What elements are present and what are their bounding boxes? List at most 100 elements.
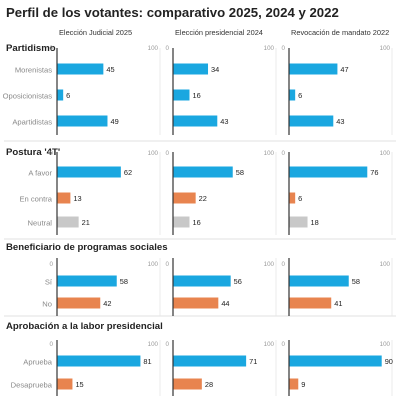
category-label: En contra xyxy=(19,195,52,204)
data-label: 18 xyxy=(311,218,319,227)
bar xyxy=(173,355,247,367)
tick-label: 100 xyxy=(380,150,391,157)
section-title: Beneficiario de programas sociales xyxy=(6,242,168,253)
category-label: Desaprueba xyxy=(11,381,53,390)
data-label: 13 xyxy=(73,194,81,203)
data-label: 28 xyxy=(205,380,213,389)
tick-label: 0 xyxy=(50,45,54,52)
data-label: 9 xyxy=(301,380,305,389)
bar xyxy=(289,216,308,228)
bar xyxy=(173,166,233,178)
bar xyxy=(173,275,231,287)
data-label: 58 xyxy=(352,277,360,286)
tick-label: 0 xyxy=(50,150,54,157)
category-label: Oposicionistas xyxy=(3,92,53,101)
tick-label: 100 xyxy=(264,341,275,348)
bar xyxy=(57,355,141,367)
tick-label: 100 xyxy=(264,261,275,268)
data-label: 76 xyxy=(370,168,378,177)
bar xyxy=(57,89,64,101)
data-label: 56 xyxy=(234,277,242,286)
data-label: 16 xyxy=(192,91,200,100)
bar xyxy=(57,63,104,75)
column-header: Elección Judicial 2025 xyxy=(59,28,132,37)
data-label: 22 xyxy=(199,194,207,203)
tick-label: 0 xyxy=(50,341,54,348)
category-label: Aprueba xyxy=(23,358,52,367)
bar xyxy=(57,275,117,287)
data-label: 90 xyxy=(385,357,393,366)
section-title: Postura '4T' xyxy=(6,147,60,158)
bar xyxy=(173,216,190,228)
bar xyxy=(173,192,196,204)
bar xyxy=(57,192,71,204)
tick-label: 0 xyxy=(50,261,54,268)
chart-title: Perfil de los votantes: comparativo 2025… xyxy=(6,5,339,20)
bar xyxy=(289,115,334,127)
tick-label: 0 xyxy=(282,341,286,348)
tick-label: 0 xyxy=(166,341,170,348)
section-title: Aprobación a la labor presidencial xyxy=(6,321,163,332)
bar xyxy=(289,378,299,390)
bar xyxy=(289,63,338,75)
tick-label: 0 xyxy=(282,261,286,268)
tick-label: 100 xyxy=(148,45,159,52)
data-label: 62 xyxy=(124,168,132,177)
tick-label: 100 xyxy=(380,45,391,52)
bar xyxy=(173,89,190,101)
category-label: A favor xyxy=(28,169,52,178)
data-label: 6 xyxy=(298,194,302,203)
data-label: 15 xyxy=(75,380,83,389)
bar xyxy=(173,297,219,309)
category-label: No xyxy=(42,300,52,309)
tick-label: 100 xyxy=(380,261,391,268)
tick-label: 100 xyxy=(148,150,159,157)
column-header: Elección presidencial 2024 xyxy=(175,28,263,37)
tick-label: 0 xyxy=(282,45,286,52)
bar xyxy=(173,115,218,127)
data-label: 34 xyxy=(211,65,219,74)
bar xyxy=(57,166,121,178)
data-label: 41 xyxy=(334,299,342,308)
bar xyxy=(289,275,349,287)
column-header: Revocación de mandato 2022 xyxy=(291,28,389,37)
data-label: 6 xyxy=(66,91,70,100)
category-label: Sí xyxy=(45,278,53,287)
tick-label: 100 xyxy=(264,45,275,52)
bar xyxy=(57,216,79,228)
category-label: Neutral xyxy=(28,219,53,228)
bar xyxy=(289,297,332,309)
category-label: Apartidistas xyxy=(12,118,52,127)
bar xyxy=(289,192,296,204)
data-label: 43 xyxy=(220,117,228,126)
data-label: 21 xyxy=(82,218,90,227)
data-label: 81 xyxy=(143,357,151,366)
data-label: 49 xyxy=(110,117,118,126)
category-label: Morenistas xyxy=(15,66,52,75)
tick-label: 0 xyxy=(166,261,170,268)
tick-label: 100 xyxy=(264,150,275,157)
data-label: 43 xyxy=(336,117,344,126)
data-label: 16 xyxy=(192,218,200,227)
bar xyxy=(173,63,209,75)
data-label: 58 xyxy=(236,168,244,177)
data-label: 42 xyxy=(103,299,111,308)
bar xyxy=(289,355,382,367)
bar xyxy=(173,378,202,390)
data-label: 58 xyxy=(120,277,128,286)
tick-label: 0 xyxy=(166,45,170,52)
data-label: 45 xyxy=(106,65,114,74)
data-label: 71 xyxy=(249,357,257,366)
tick-label: 100 xyxy=(148,261,159,268)
tick-label: 100 xyxy=(148,341,159,348)
tick-label: 100 xyxy=(380,341,391,348)
data-label: 44 xyxy=(221,299,229,308)
bar xyxy=(57,115,108,127)
section-title: Partidismo xyxy=(6,43,56,54)
tick-label: 0 xyxy=(166,150,170,157)
bar xyxy=(57,297,101,309)
bar xyxy=(289,166,368,178)
bar xyxy=(289,89,296,101)
data-label: 6 xyxy=(298,91,302,100)
